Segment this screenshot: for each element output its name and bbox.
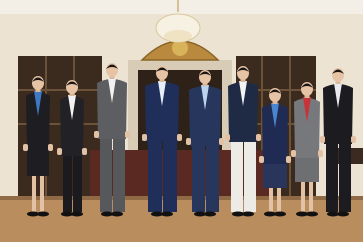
shoe: [161, 212, 173, 217]
shoe: [37, 212, 49, 217]
hand: [177, 134, 182, 141]
hand: [259, 156, 264, 163]
leg: [148, 138, 162, 212]
hand: [48, 144, 53, 151]
shoe: [71, 212, 83, 217]
hand: [291, 150, 296, 157]
shoe: [242, 212, 254, 217]
leg: [277, 188, 281, 212]
photo: [0, 0, 363, 242]
leg: [40, 176, 44, 212]
hand: [286, 156, 291, 163]
floor: [0, 196, 363, 242]
hand: [256, 134, 261, 141]
hand: [82, 148, 87, 155]
hand: [142, 134, 147, 141]
skirt: [263, 160, 287, 188]
leg: [309, 182, 313, 212]
ceiling: [0, 0, 363, 14]
leg: [326, 140, 338, 212]
leg: [301, 182, 305, 212]
shoe: [306, 212, 318, 217]
leg: [32, 176, 36, 212]
hand: [125, 131, 130, 138]
page: (() => { JSON.parse(document.getElementB…: [0, 0, 363, 242]
leg: [269, 188, 273, 212]
skirt: [295, 154, 319, 182]
leg: [192, 142, 205, 212]
hand: [225, 134, 230, 141]
shoe: [337, 212, 349, 217]
skirt: [27, 148, 49, 176]
hand: [23, 144, 28, 151]
leg: [231, 138, 243, 212]
leg: [206, 142, 219, 212]
leg: [100, 135, 112, 212]
hand: [318, 150, 323, 157]
shoe: [204, 212, 216, 217]
baseboard: [0, 196, 363, 200]
leg: [73, 152, 82, 212]
hand: [186, 138, 191, 145]
hand: [219, 138, 224, 145]
leg: [244, 138, 256, 212]
leg: [163, 138, 177, 212]
hand: [320, 136, 325, 143]
leg: [339, 140, 351, 212]
hand: [57, 148, 62, 155]
leg: [113, 135, 125, 212]
hand: [351, 136, 356, 143]
hand: [94, 131, 99, 138]
shoe: [111, 212, 123, 217]
shoe: [274, 212, 286, 217]
leg: [63, 152, 72, 212]
